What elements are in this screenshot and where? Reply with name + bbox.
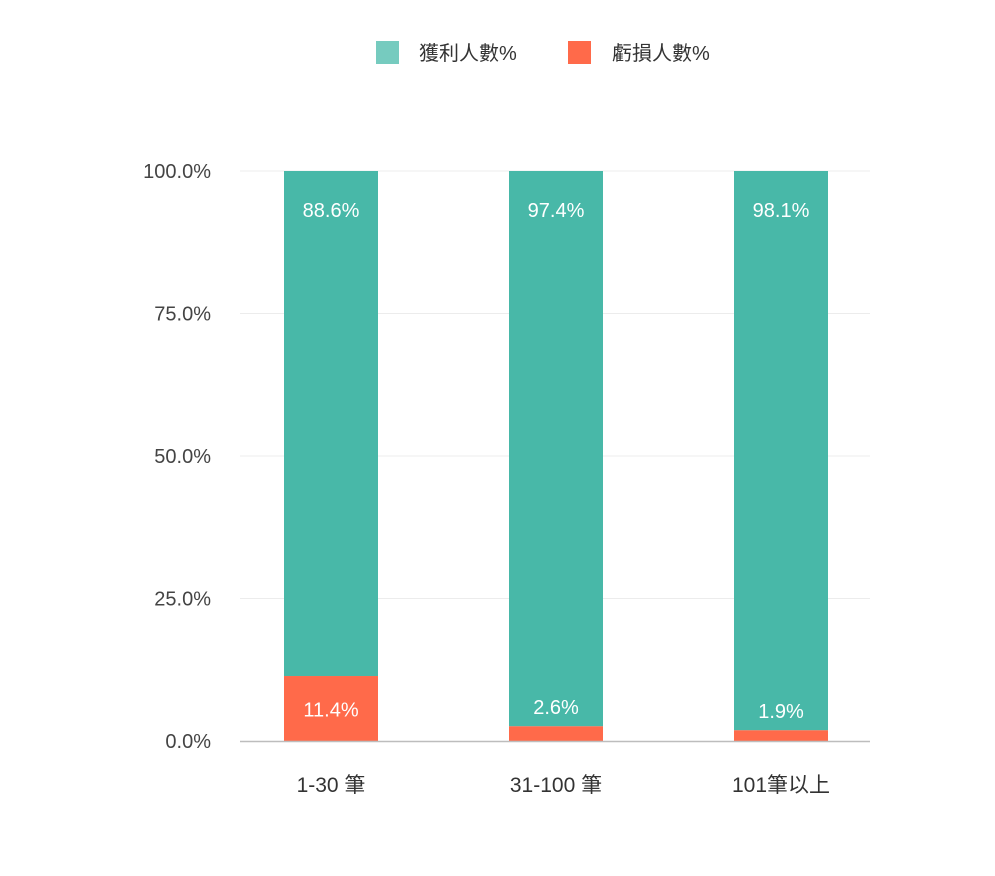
- bar-segment: [509, 171, 603, 727]
- y-tick-label: 75.0%: [154, 304, 211, 326]
- x-tick-label: 31-100 筆: [510, 774, 602, 797]
- x-tick-label: 1-30 筆: [297, 774, 366, 797]
- bars: 88.6% 11.4% 97.4% 2.6% 98.1% 1.9%: [284, 171, 828, 741]
- y-tick-label: 0.0%: [165, 731, 211, 753]
- data-label: 97.4%: [528, 200, 585, 222]
- x-tick-label: 101筆以上: [732, 774, 830, 797]
- legend-swatch: [568, 41, 591, 64]
- legend-swatch: [376, 41, 399, 64]
- legend-label: 獲利人數%: [419, 42, 517, 65]
- y-axis: 0.0% 25.0% 50.0% 75.0% 100.0%: [143, 161, 211, 753]
- data-label: 1.9%: [758, 701, 804, 723]
- y-tick-label: 100.0%: [143, 161, 211, 183]
- legend: 獲利人數% 虧損人數%: [376, 41, 710, 65]
- bar-segment: [284, 171, 378, 677]
- bar-segment: [734, 171, 828, 731]
- data-label: 11.4%: [303, 700, 358, 722]
- data-label: 98.1%: [753, 200, 810, 222]
- legend-label: 虧損人數%: [612, 42, 710, 65]
- bar-segment: [509, 726, 603, 741]
- y-tick-label: 25.0%: [154, 589, 211, 611]
- bar-segment: [284, 676, 378, 741]
- y-tick-label: 50.0%: [154, 446, 211, 468]
- bar-segment: [734, 730, 828, 741]
- data-label: 88.6%: [303, 200, 360, 222]
- data-label: 2.6%: [533, 697, 579, 719]
- x-axis: 1-30 筆 31-100 筆 101筆以上: [240, 740, 870, 797]
